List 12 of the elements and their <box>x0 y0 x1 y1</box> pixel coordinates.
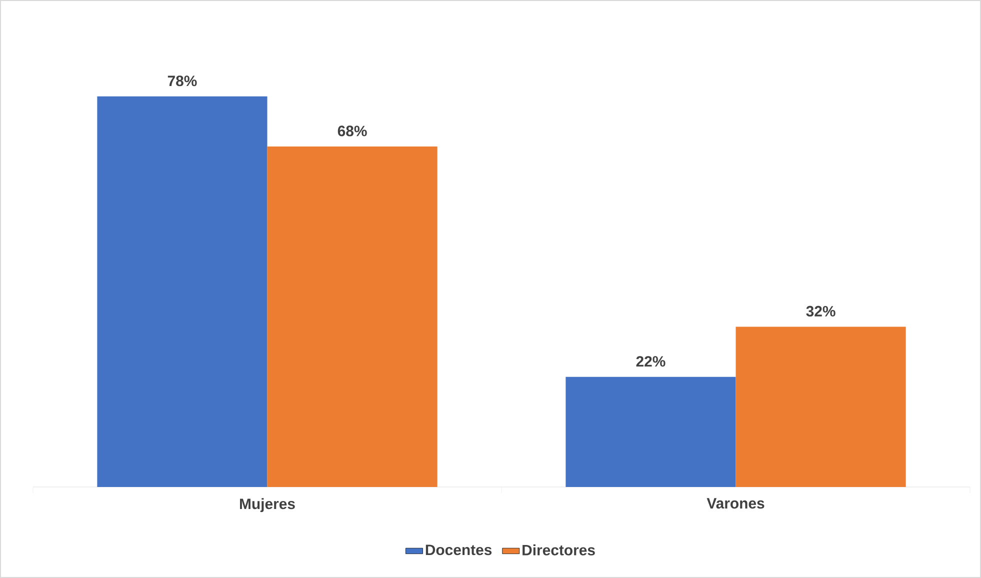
data-label: 22% <box>636 356 666 367</box>
bar <box>97 96 268 487</box>
data-label: 78% <box>168 76 197 86</box>
legend-label: Docentes <box>426 544 492 556</box>
bar <box>566 376 736 487</box>
bar <box>267 146 438 487</box>
x-tick-label: Mujeres <box>240 498 295 512</box>
data-label: 32% <box>806 306 836 317</box>
legend-label: Directores <box>522 544 595 556</box>
bar <box>736 326 906 487</box>
x-tick-label: Varones <box>706 498 764 509</box>
data-label: 68% <box>338 126 367 136</box>
